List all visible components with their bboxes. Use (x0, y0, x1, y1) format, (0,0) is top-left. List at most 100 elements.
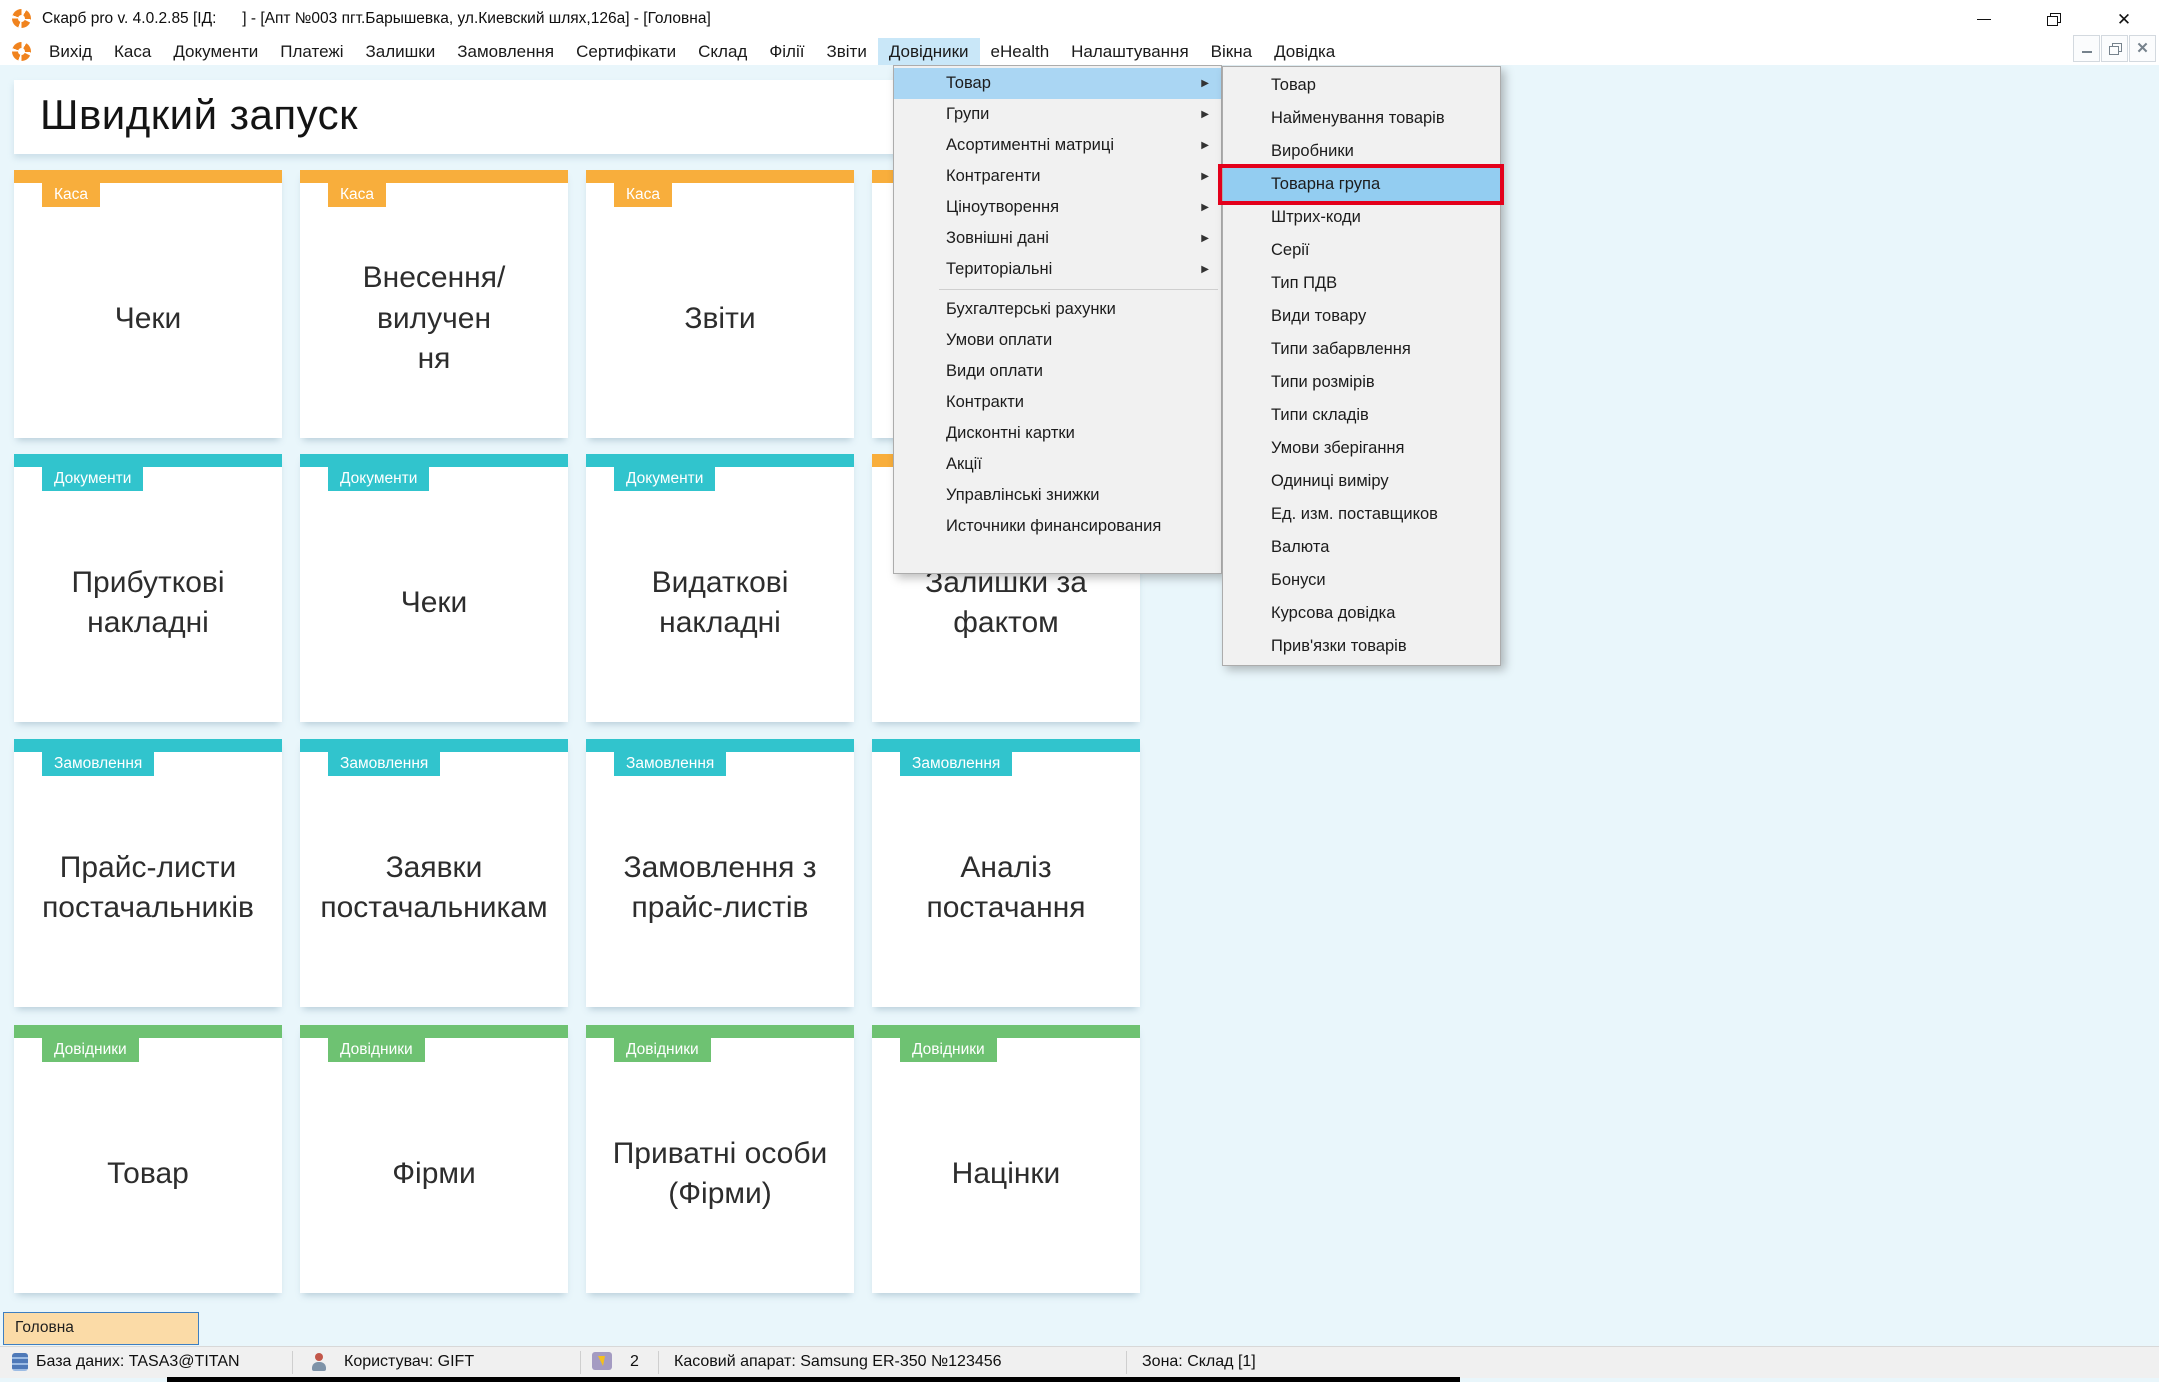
menubar-item[interactable]: Платежі (280, 42, 344, 61)
mdi-close-button[interactable]: ✕ (2129, 35, 2156, 62)
dropdown-item[interactable]: Контрагенти ▶ (894, 161, 1221, 192)
tab-holovna[interactable]: Головна (3, 1312, 199, 1345)
mdi-restore-button[interactable] (2101, 35, 2128, 62)
dropdown-item[interactable]: Акції (894, 449, 1221, 480)
app-logo-icon (12, 9, 31, 28)
submenu-item[interactable]: Серії (1223, 234, 1500, 267)
minimize-button[interactable] (1966, 5, 2002, 33)
menubar-item[interactable]: Сертифікати (576, 42, 677, 61)
tile-category-tag: Документи (614, 467, 716, 491)
quick-launch-tile[interactable]: Довідники Приватні особи (Фірми) (586, 1025, 854, 1293)
submenu-item[interactable]: Штрих-коди (1223, 201, 1500, 234)
dropdown-item[interactable]: Види оплати (894, 356, 1221, 387)
dropdown-item-label: Товар (946, 74, 991, 92)
dropdown-item[interactable]: Групи ▶ (894, 99, 1221, 130)
menubar-item[interactable]: Філії (769, 42, 805, 61)
submenu-item[interactable]: Прив'язки товарів (1223, 630, 1500, 663)
mdi-minimize-button[interactable] (2073, 35, 2100, 62)
submenu-item-label: Штрих-коди (1271, 208, 1361, 226)
quick-launch-tile[interactable]: Каса Внесення/вилучен ня (300, 170, 568, 438)
quick-launch-tile[interactable]: Каса Звіти (586, 170, 854, 438)
quick-launch-tile[interactable]: Документи Видаткові накладні (586, 454, 854, 722)
submenu-item[interactable]: Ед. изм. поставщиков (1223, 498, 1500, 531)
menubar-item[interactable]: Залишки (365, 42, 436, 61)
submenu-item[interactable]: Типи складів (1223, 399, 1500, 432)
tile-label-line: постачальникам (320, 891, 548, 924)
menu-bar: Вихід Каса Документи Платежі Залишки Замовлен… (0, 38, 2159, 65)
dropdown-item[interactable]: Управлінські знижки (894, 480, 1221, 511)
submenu-item[interactable]: Товарна група (1218, 164, 1504, 205)
dropdown-item[interactable]: Источники финансирования (894, 511, 1221, 542)
quick-launch-tile[interactable]: Замовлення Замовлення з прайс-листів (586, 739, 854, 1007)
tile-category-bar (300, 1025, 568, 1038)
menubar-item[interactable]: eHealth (990, 42, 1050, 61)
tile-label: Видаткові накладні (592, 494, 848, 712)
restore-button[interactable] (2035, 5, 2071, 33)
submenu-item[interactable]: Види товару (1223, 300, 1500, 333)
menubar-item[interactable]: Довідка (1274, 42, 1336, 61)
quick-launch-tile[interactable]: Замовлення Заявки постачальникам (300, 739, 568, 1007)
submenu-item[interactable]: Умови зберігання (1223, 432, 1500, 465)
quick-launch-tile[interactable]: Документи Чеки (300, 454, 568, 722)
dropdown-item-label: Контракти (946, 393, 1024, 411)
tile-label-line: Внесення/вилучен (362, 261, 506, 335)
tile-category-tag: Замовлення (614, 752, 727, 776)
quick-launch-tile[interactable]: Каса Чеки (14, 170, 282, 438)
submenu-item[interactable]: Курсова довідка (1223, 597, 1500, 630)
menubar-item[interactable]: Звіти (826, 42, 867, 61)
dropdown-item[interactable]: Контракти (894, 387, 1221, 418)
submenu-item[interactable]: Типи розмірів (1223, 366, 1500, 399)
minimize-icon (1977, 18, 1991, 20)
dropdown-item[interactable]: Дисконтні картки (894, 418, 1221, 449)
quick-launch-tile[interactable]: Довідники Товар (14, 1025, 282, 1293)
tile-category-bar (586, 170, 854, 183)
dropdown-item[interactable]: Умови оплати (894, 325, 1221, 356)
menubar-item[interactable]: Склад (698, 42, 748, 61)
menubar-item[interactable]: Вікна (1210, 42, 1253, 61)
quick-launch-tile[interactable]: Довідники Фірми (300, 1025, 568, 1293)
dropdown-item[interactable]: Територіальні ▶ (894, 254, 1221, 285)
submenu-item[interactable]: Валюта (1223, 531, 1500, 564)
tile-label: Звіти (592, 210, 848, 428)
tile-category-bar (14, 454, 282, 467)
restore-icon (2046, 13, 2061, 26)
dropdown-item[interactable]: Зовнішні дані ▶ (894, 223, 1221, 254)
quick-launch-tile[interactable]: Довідники Націнки (872, 1025, 1140, 1293)
menubar-item[interactable]: Каса (114, 42, 152, 61)
submenu-item-label: Товар (1271, 76, 1316, 94)
dropdown-item[interactable]: Асортиментні матриці ▶ (894, 130, 1221, 161)
tile-category-bar (586, 1025, 854, 1038)
tile-label-line: ня (417, 342, 451, 376)
submenu-item[interactable]: Бонуси (1223, 564, 1500, 597)
quick-launch-tile[interactable]: Замовлення Аналіз постачання (872, 739, 1140, 1007)
submenu-item[interactable]: Товар (1223, 69, 1500, 102)
submenu-item[interactable]: Найменування товарів (1223, 102, 1500, 135)
mdi-close-icon: ✕ (2136, 40, 2149, 57)
quick-launch-tile[interactable]: Замовлення Прайс-листи постачальників (14, 739, 282, 1007)
submenu-item-label: Товарна група (1271, 175, 1381, 193)
tile-category-bar (872, 1025, 1140, 1038)
submenu-item[interactable]: Виробники (1223, 135, 1500, 168)
dropdown-item[interactable]: Ціноутворення ▶ (894, 192, 1221, 223)
quick-launch-tile[interactable]: Документи Прибуткові накладні (14, 454, 282, 722)
menubar-item[interactable]: Замовлення (457, 42, 555, 61)
status-separator (580, 1351, 581, 1374)
dropdown-item-label: Територіальні (946, 260, 1053, 278)
tile-label: Чеки (306, 494, 562, 712)
menubar-item[interactable]: Документи (173, 42, 259, 61)
submenu-item-label: Прив'язки товарів (1271, 637, 1407, 655)
menubar-item[interactable]: Вихід (49, 42, 93, 61)
dropdown-item[interactable]: Бухгалтерські рахунки (894, 294, 1221, 325)
tile-category-bar (300, 170, 568, 183)
title-bar: Скарб pro v. 4.0.2.85 [ІД: ] - [Апт №003… (0, 0, 2159, 38)
submenu-item[interactable]: Одиниці виміру (1223, 465, 1500, 498)
menubar-item[interactable]: Налаштування (1071, 42, 1189, 61)
dropdown-item[interactable]: Товар ▶ (894, 68, 1221, 99)
submenu-item-label: Валюта (1271, 538, 1330, 556)
submenu-item-label: Типи забарвлення (1271, 340, 1411, 358)
close-button[interactable]: ✕ (2106, 5, 2142, 33)
tile-category-tag: Замовлення (42, 752, 155, 776)
submenu-item[interactable]: Типи забарвлення (1223, 333, 1500, 366)
menubar-item[interactable]: Довідники (877, 38, 980, 65)
submenu-item[interactable]: Тип ПДВ (1223, 267, 1500, 300)
